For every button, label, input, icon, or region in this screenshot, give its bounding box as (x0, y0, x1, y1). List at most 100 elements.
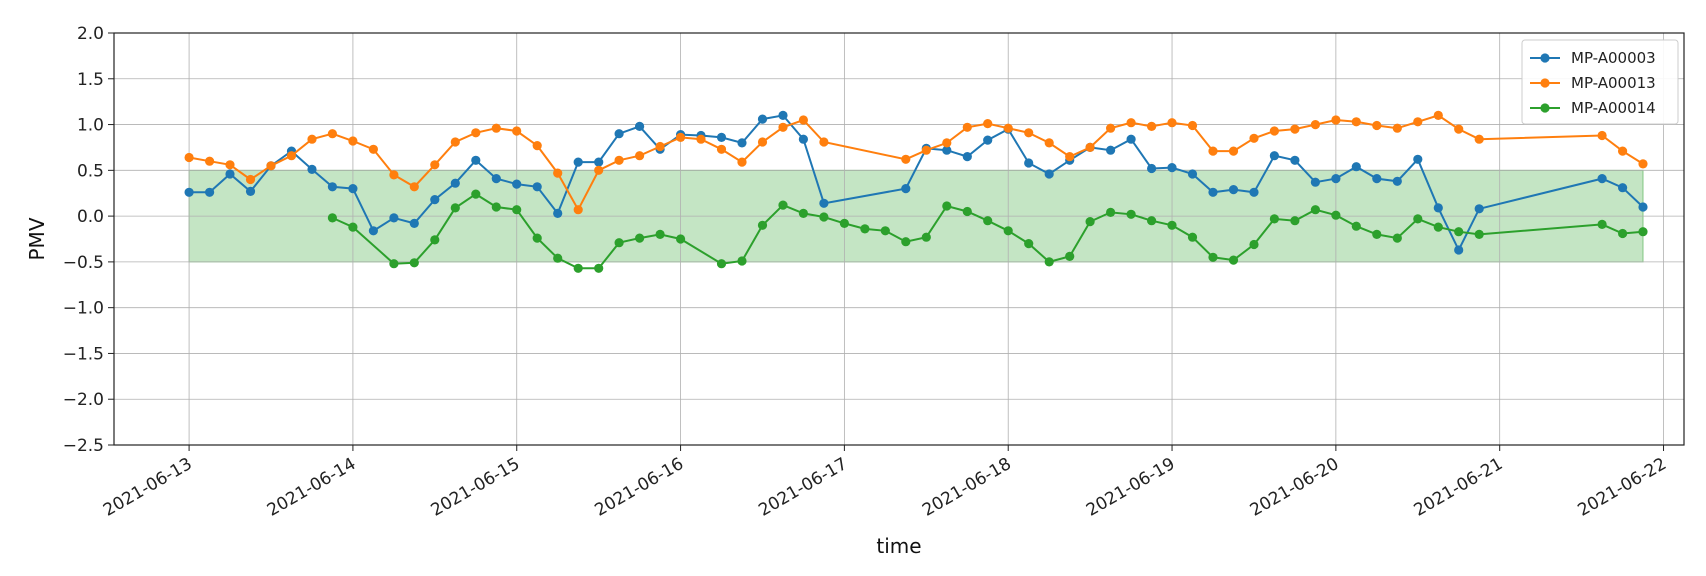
data-point (1372, 174, 1382, 184)
data-point (573, 263, 583, 273)
data-point (860, 224, 870, 234)
data-point (1351, 162, 1361, 172)
data-point (1147, 163, 1157, 174)
data-point (471, 189, 481, 199)
data-point (1310, 205, 1320, 215)
series-MP-A00014 (327, 189, 1648, 273)
data-point (942, 138, 952, 148)
series-MP-A00003 (184, 110, 1648, 255)
data-point (901, 237, 911, 247)
data-point (798, 134, 809, 144)
x-tick-label: 2021-06-21 (1411, 454, 1507, 521)
data-point (307, 134, 317, 144)
data-point (1392, 176, 1402, 186)
x-axis: 2021-06-13 2021-06-14 2021-06-15 2021-06-16… (100, 445, 1670, 521)
data-point (1331, 210, 1341, 220)
data-point (245, 186, 256, 196)
data-point (471, 155, 481, 165)
data-point (778, 122, 788, 132)
data-point (1269, 214, 1279, 224)
series-line (331, 192, 1644, 270)
data-point (348, 184, 358, 194)
series-MP-A00013 (184, 110, 1648, 215)
y-tick-label: −2.5 (63, 436, 104, 456)
data-point (327, 182, 337, 192)
data-point (880, 226, 890, 236)
legend-marker (1540, 103, 1550, 113)
data-point (819, 137, 829, 147)
data-point (1187, 120, 1198, 131)
data-point (1228, 146, 1239, 156)
data-point (757, 137, 768, 147)
data-point (225, 169, 235, 179)
data-point (1454, 124, 1464, 134)
y-tick-label: 1.0 (77, 116, 104, 136)
y-axis: 2.0 1.5 1.0 0.5 0.0 −0.5 −1.0 −1.5 −2.0 −2.5 (63, 24, 114, 456)
data-point (1372, 229, 1382, 239)
data-point (1474, 229, 1484, 239)
data-point (614, 155, 624, 165)
data-point (1290, 216, 1300, 226)
data-point (1413, 214, 1423, 224)
y-tick-label: −0.5 (63, 253, 104, 273)
data-point (1065, 152, 1075, 162)
data-point (491, 123, 501, 133)
data-point (1392, 233, 1402, 243)
data-point (594, 263, 604, 273)
data-point (1454, 227, 1464, 237)
data-point (1331, 174, 1341, 184)
series-line (189, 114, 1644, 253)
data-point (1433, 203, 1443, 213)
data-point (389, 259, 399, 269)
data-point (1147, 121, 1157, 131)
data-point (1208, 146, 1218, 156)
data-point (716, 132, 727, 142)
data-point (512, 126, 522, 136)
data-point (409, 258, 419, 268)
data-point (1413, 154, 1423, 164)
data-point (1106, 207, 1116, 217)
plot-frame (113, 32, 1685, 446)
data-point (819, 198, 829, 208)
data-point (1433, 222, 1443, 232)
data-point (1638, 202, 1648, 212)
y-tick-label: −1.0 (63, 299, 104, 319)
data-point (245, 174, 256, 185)
data-point (942, 145, 952, 155)
data-point (1372, 120, 1382, 131)
legend-label: MP-A00014 (1571, 99, 1656, 117)
data-point (1003, 123, 1013, 133)
data-point (184, 187, 194, 197)
data-point (1126, 134, 1136, 144)
data-point (901, 154, 911, 164)
data-point (1106, 123, 1116, 133)
data-point (655, 229, 665, 239)
x-tick-label: 2021-06-20 (1247, 454, 1343, 521)
data-point (1249, 239, 1259, 250)
data-point (225, 160, 235, 170)
data-point (307, 164, 317, 174)
data-point (757, 220, 768, 230)
data-point (1187, 169, 1198, 179)
data-point (389, 170, 399, 180)
data-point (450, 178, 460, 188)
data-point (1065, 251, 1075, 261)
x-tick-label: 2021-06-15 (428, 454, 524, 521)
data-point (614, 238, 624, 248)
x-tick-label: 2021-06-22 (1574, 454, 1670, 521)
data-point (532, 233, 542, 243)
data-point (205, 187, 215, 197)
legend-label: MP-A00013 (1571, 74, 1656, 92)
data-point (1044, 169, 1054, 179)
data-point (594, 165, 604, 175)
data-point (430, 235, 440, 245)
data-point (839, 218, 850, 228)
data-point (737, 157, 747, 167)
data-point (1044, 138, 1054, 148)
y-tick-label: 0.5 (77, 161, 104, 181)
data-point (1269, 151, 1279, 161)
x-tick-label: 2021-06-13 (100, 454, 196, 521)
data-point (983, 119, 993, 129)
data-point (962, 122, 972, 132)
data-point (676, 132, 686, 142)
